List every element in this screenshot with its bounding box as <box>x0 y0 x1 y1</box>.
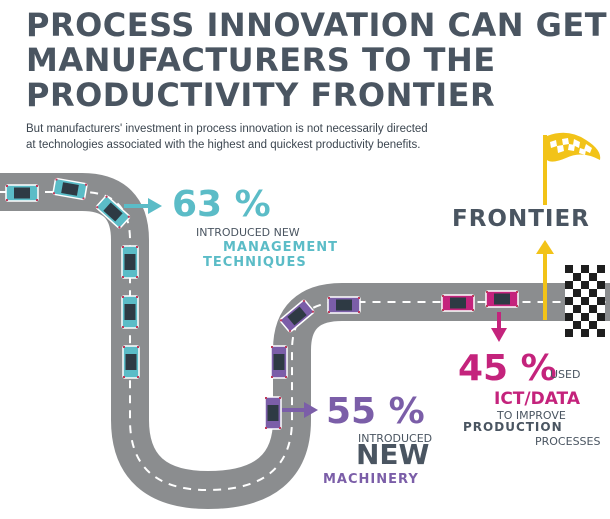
management-arrow-icon <box>124 198 162 214</box>
checker-square <box>565 281 573 289</box>
checker-square <box>589 281 597 289</box>
checker-square <box>581 289 589 297</box>
checker-square <box>589 305 597 313</box>
car-icon <box>485 290 519 308</box>
car-icon <box>122 345 140 379</box>
car-icon <box>121 295 139 329</box>
checker-square <box>589 321 597 329</box>
management-line-1: INTRODUCED NEW <box>196 226 300 239</box>
frontier-label: FRONTIER <box>452 206 590 232</box>
management-line-3: TECHNIQUES <box>203 255 307 270</box>
title-line-2: MANUFACTURERS TO THE <box>26 41 496 79</box>
checker-square <box>573 297 581 305</box>
checkered-finish-icon <box>565 265 605 337</box>
machinery-line-3: MACHINERY <box>323 472 419 487</box>
checker-square <box>573 313 581 321</box>
car-icon <box>264 396 282 430</box>
checker-square <box>581 273 589 281</box>
checker-square <box>589 289 597 297</box>
machinery-line-1: INTRODUCED <box>358 432 433 445</box>
checker-square <box>581 313 589 321</box>
ict-line-4: PRODUCTION <box>463 420 563 434</box>
checker-square <box>565 305 573 313</box>
car-icon <box>121 245 139 279</box>
checker-square <box>597 313 605 321</box>
checker-square <box>573 265 581 273</box>
machinery-arrow-icon <box>282 402 318 418</box>
checker-square <box>565 289 573 297</box>
checker-square <box>597 305 605 313</box>
machinery-line-2: NEW <box>356 438 430 471</box>
car-icon <box>95 195 131 229</box>
car-icon <box>52 177 88 201</box>
checker-square <box>581 329 589 337</box>
car-icon <box>327 296 361 314</box>
checker-square <box>597 297 605 305</box>
checker-square <box>597 265 605 273</box>
car-icon <box>270 345 288 379</box>
checker-square <box>565 329 573 337</box>
car-icon <box>279 299 315 333</box>
ict-percent: 45 % <box>458 348 557 389</box>
checkered-flag-icon <box>543 132 601 205</box>
checker-square <box>573 329 581 337</box>
checker-square <box>589 313 597 321</box>
subtitle-line-2: at technologies associated with the high… <box>26 139 421 151</box>
title-line-1: PROCESS INNOVATION CAN GET <box>26 6 608 44</box>
checker-square <box>565 313 573 321</box>
checker-square <box>573 273 581 281</box>
subtitle-line-1: But manufacturers' investment in process… <box>26 123 428 135</box>
checker-square <box>597 329 605 337</box>
checker-square <box>565 265 573 273</box>
checker-square <box>589 273 597 281</box>
ict-arrow-icon <box>491 312 507 342</box>
checker-square <box>589 265 597 273</box>
subtitle: But manufacturers' investment in process… <box>26 121 496 153</box>
checker-square <box>581 321 589 329</box>
checker-square <box>573 281 581 289</box>
ict-line-3: TO IMPROVE <box>497 409 566 422</box>
checker-square <box>573 321 581 329</box>
management-line-2: MANAGEMENT <box>223 240 339 255</box>
checker-square <box>573 289 581 297</box>
title-line-3: PRODUCTIVITY FRONTIER <box>26 76 496 114</box>
checker-square <box>597 289 605 297</box>
ict-line-5: PROCESSES <box>535 435 601 448</box>
checker-square <box>597 321 605 329</box>
checker-square <box>581 265 589 273</box>
checker-square <box>565 297 573 305</box>
checker-square <box>565 273 573 281</box>
page-title: PROCESS INNOVATION CAN GET MANUFACTURERS… <box>26 6 608 114</box>
road <box>0 173 610 509</box>
checker-square <box>581 281 589 289</box>
checker-square <box>589 329 597 337</box>
ict-used: USED <box>550 368 581 381</box>
checker-square <box>581 297 589 305</box>
car-icon <box>5 184 39 202</box>
checker-square <box>565 321 573 329</box>
management-percent: 63 % <box>172 184 271 225</box>
checker-square <box>573 305 581 313</box>
machinery-percent: 55 % <box>326 391 425 432</box>
car-icon <box>441 294 475 312</box>
ict-line-2: ICT/DATA <box>494 389 580 409</box>
frontier-arrow-icon <box>536 240 554 320</box>
checker-square <box>581 305 589 313</box>
checker-square <box>589 297 597 305</box>
checker-square <box>597 281 605 289</box>
checker-square <box>597 273 605 281</box>
